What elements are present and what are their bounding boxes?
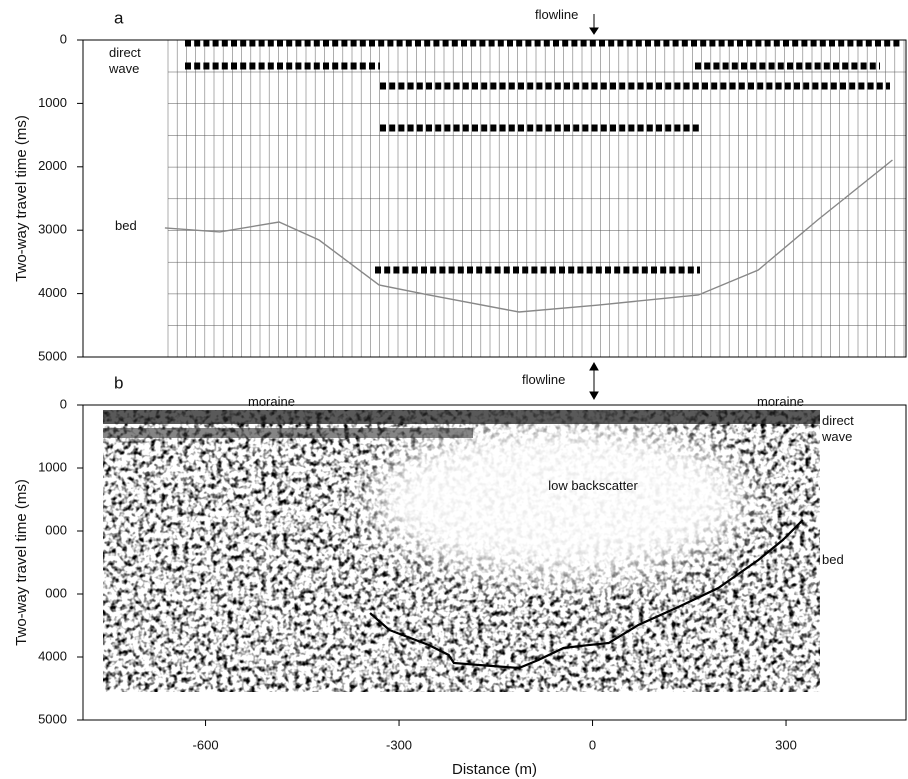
annotation: flowline: [535, 7, 578, 23]
arrow-head: [590, 28, 598, 34]
y-tick-label: 5000: [38, 348, 67, 363]
x-tick-label: 0: [589, 737, 596, 752]
bed-line: [165, 160, 893, 312]
y-tick-label: 4000: [38, 285, 67, 300]
page: {"chart_data": [ {"type": "radargram", "…: [0, 0, 908, 779]
panel-label: b: [114, 373, 123, 392]
trace-texture: [168, 40, 906, 357]
y-tick-label: 1000: [38, 95, 67, 110]
panel-label: a: [114, 8, 124, 27]
annotation: low backscatter: [548, 478, 638, 494]
y-tick-label: 5000: [38, 711, 67, 726]
x-tick-label: 300: [775, 737, 797, 752]
y-axis-label: Two-way travel time (ms): [13, 115, 30, 282]
y-tick-label: 000: [45, 522, 67, 537]
x-tick-label: -300: [386, 737, 412, 752]
y-tick-label: 0: [60, 396, 67, 411]
figure: aTwo-way travel time (ms)010002000300040…: [0, 0, 908, 779]
y-tick-label: 4000: [38, 648, 67, 663]
y-tick-label: 0: [60, 31, 67, 46]
annotation: bed: [115, 218, 137, 234]
y-tick-label: 3000: [38, 222, 67, 237]
y-axis-label: Two-way travel time (ms): [13, 479, 30, 646]
annotation: flowline: [522, 372, 565, 388]
annotation: moraine: [757, 394, 804, 410]
annotation: bed: [822, 552, 844, 568]
x-axis-label: Distance (m): [452, 761, 537, 778]
backscatter-texture: [103, 410, 820, 692]
y-tick-label: 1000: [38, 459, 67, 474]
y-tick-label: 000: [45, 585, 67, 600]
annotation: direct wave: [109, 45, 149, 77]
x-tick-label: -600: [193, 737, 219, 752]
y-tick-label: 2000: [38, 158, 67, 173]
annotation: moraine: [248, 394, 295, 410]
annotation: direct wave: [822, 413, 862, 445]
